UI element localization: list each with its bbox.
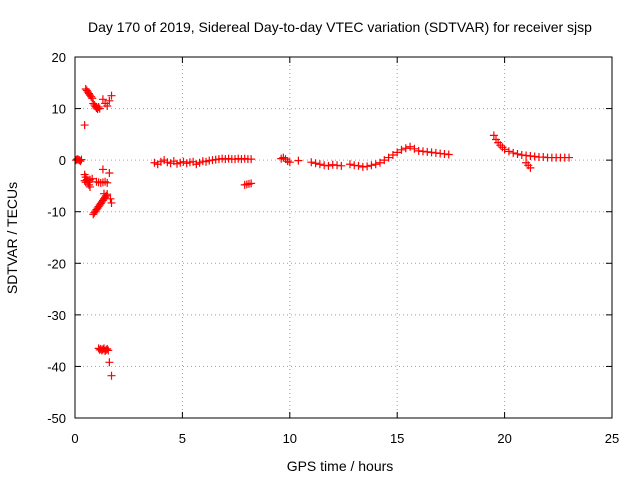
data-point-plus bbox=[86, 182, 95, 191]
plot-frame bbox=[74, 56, 613, 419]
data-point-plus bbox=[354, 161, 363, 170]
data-point-plus bbox=[285, 158, 294, 167]
data-point-plus bbox=[80, 121, 89, 130]
data-point-plus bbox=[345, 160, 354, 169]
data-point-plus bbox=[526, 163, 535, 172]
data-point-plus bbox=[311, 159, 320, 168]
data-point-plus bbox=[77, 155, 86, 164]
data-point-plus bbox=[105, 96, 114, 105]
data-point-plus bbox=[376, 158, 385, 167]
data-point-plus bbox=[315, 160, 324, 169]
grid-lines bbox=[75, 57, 612, 418]
data-point-plus bbox=[307, 158, 316, 167]
data-point-plus bbox=[103, 101, 112, 110]
data-point-plus bbox=[513, 149, 522, 158]
data-point-plus bbox=[107, 371, 116, 380]
x-tick-labels: 0 5 10 15 20 25 bbox=[71, 431, 619, 446]
data-point-plus bbox=[107, 91, 116, 100]
chart-title: Day 170 of 2019, Sidereal Day-to-day VTE… bbox=[88, 19, 592, 35]
data-point-plus bbox=[509, 148, 518, 157]
x-tick-label: 5 bbox=[179, 431, 186, 446]
data-point-plus bbox=[106, 194, 115, 203]
data-point-plus bbox=[95, 104, 104, 113]
data-point-plus bbox=[337, 161, 346, 170]
data-point-plus bbox=[88, 174, 97, 183]
data-point-plus bbox=[103, 344, 112, 353]
y-tick-labels: -50 -40 -30 -20 -10 0 10 20 bbox=[47, 50, 66, 426]
data-point-plus bbox=[105, 169, 114, 178]
data-point-plus bbox=[489, 131, 498, 140]
y-tick-label: -50 bbox=[47, 411, 66, 426]
data-point-plus bbox=[247, 179, 256, 188]
data-point-plus bbox=[103, 178, 112, 187]
data-point-plus bbox=[99, 189, 108, 198]
y-tick-label: 0 bbox=[59, 153, 66, 168]
x-tick-label: 15 bbox=[390, 431, 404, 446]
data-point-plus bbox=[388, 150, 397, 159]
data-point-plus bbox=[393, 148, 402, 157]
y-tick-label: 10 bbox=[52, 102, 66, 117]
data-point-plus bbox=[444, 150, 453, 159]
data-point-plus bbox=[87, 92, 96, 101]
data-series-sdtvar bbox=[72, 84, 574, 380]
data-point-plus bbox=[98, 95, 107, 104]
data-point-plus bbox=[363, 162, 372, 171]
data-point-plus bbox=[397, 145, 406, 154]
data-point-plus bbox=[367, 161, 376, 170]
data-point-plus bbox=[94, 103, 103, 112]
data-point-plus bbox=[504, 147, 513, 156]
data-point-plus bbox=[410, 144, 419, 153]
y-tick-label: -20 bbox=[47, 256, 66, 271]
y-tick-label: -30 bbox=[47, 308, 66, 323]
data-point-plus bbox=[324, 161, 333, 170]
data-point-plus bbox=[104, 346, 113, 355]
data-point-plus bbox=[76, 157, 85, 166]
data-point-plus bbox=[88, 94, 97, 103]
data-point-plus bbox=[500, 145, 509, 154]
data-point-plus bbox=[105, 358, 114, 367]
data-point-plus bbox=[107, 198, 116, 207]
x-tick-label: 25 bbox=[605, 431, 619, 446]
y-tick-label: 20 bbox=[52, 50, 66, 65]
data-point-plus bbox=[247, 155, 256, 164]
x-axis-label: GPS time / hours bbox=[287, 458, 394, 474]
x-tick-label: 10 bbox=[283, 431, 297, 446]
data-point-plus bbox=[380, 156, 389, 165]
data-point-plus bbox=[406, 142, 415, 151]
x-tick-label: 0 bbox=[71, 431, 78, 446]
data-point-plus bbox=[384, 153, 393, 162]
data-point-plus bbox=[565, 153, 574, 162]
y-tick-label: -10 bbox=[47, 205, 66, 220]
x-tick-label: 20 bbox=[497, 431, 511, 446]
data-point-plus bbox=[294, 156, 303, 165]
y-tick-label: -40 bbox=[47, 359, 66, 374]
data-point-plus bbox=[371, 160, 380, 169]
data-point-plus bbox=[401, 144, 410, 153]
data-point-plus bbox=[98, 165, 107, 174]
y-axis-label: SDTVAR / TECUs bbox=[4, 182, 20, 294]
